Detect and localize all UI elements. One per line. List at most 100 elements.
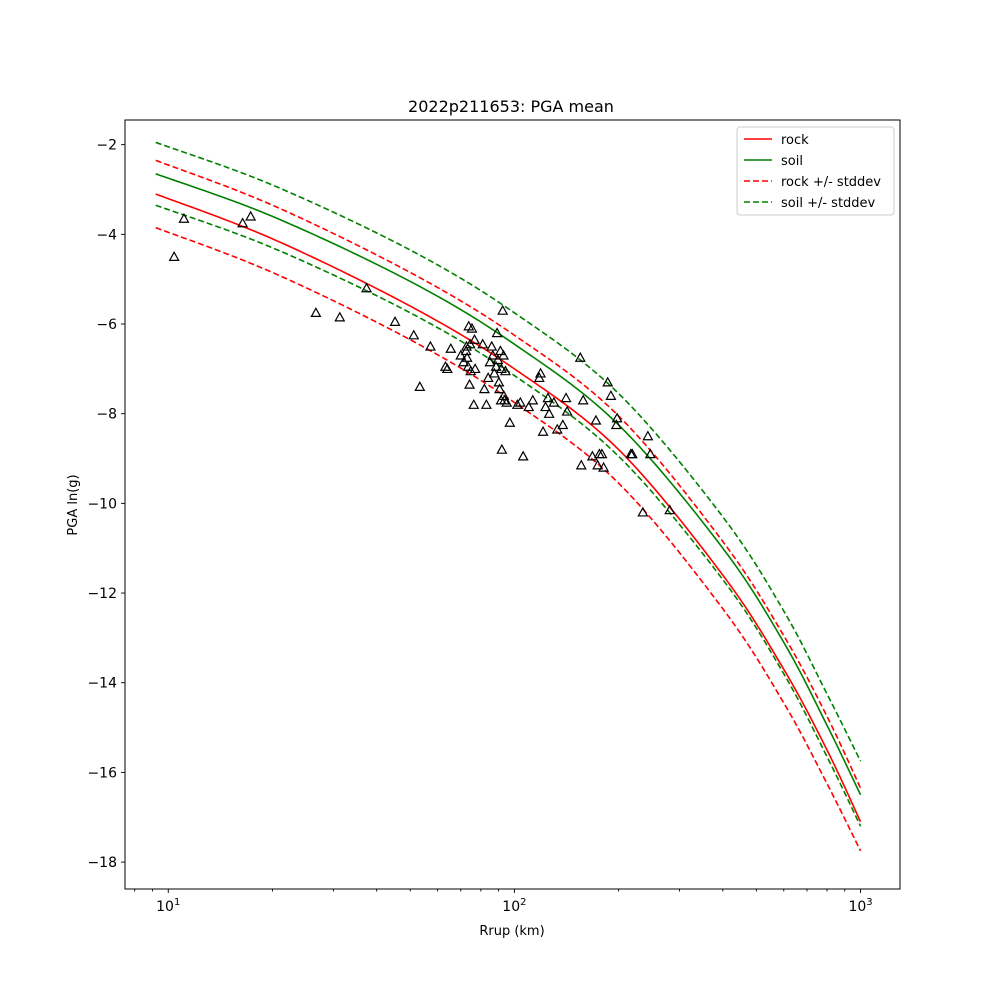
curve-rock-stddev	[155, 226, 862, 852]
observation-point	[237, 217, 249, 228]
observation-point	[498, 394, 510, 405]
observation-point	[605, 390, 617, 400]
observation-point	[598, 461, 610, 472]
observation-point	[469, 363, 481, 374]
observation-point	[561, 405, 573, 416]
observation-point	[496, 443, 508, 454]
curve-soil-stddev	[155, 204, 862, 827]
observation-point	[535, 367, 547, 378]
legend-box	[736, 126, 895, 216]
observation-point	[477, 338, 489, 349]
observation-point	[511, 398, 523, 409]
observation-point	[491, 327, 503, 338]
observation-point	[494, 383, 506, 394]
observation-point	[644, 448, 656, 459]
observation-point	[626, 448, 638, 459]
legend-label: soil	[781, 154, 803, 169]
legend-label: soil +/- stddev	[781, 196, 876, 211]
observation-point	[361, 282, 373, 293]
curve-soil-stddev	[155, 141, 862, 762]
legend: rock soil rock +/- stddev soil +/- stddev	[736, 126, 895, 216]
observation-point	[637, 506, 649, 517]
observation-point	[408, 329, 420, 340]
observation-point	[465, 365, 477, 376]
legend-label: rock +/- stddev	[781, 175, 881, 190]
observation-point	[586, 450, 598, 461]
y-tick-label: −8	[96, 407, 117, 423]
y-tick-label: −14	[87, 676, 117, 692]
observation-point	[468, 398, 480, 409]
observation-point	[469, 333, 481, 344]
plot-frame	[124, 119, 901, 890]
observation-point	[642, 430, 654, 441]
observation-point	[389, 316, 401, 326]
y-tick-label: −6	[96, 317, 117, 333]
observation-point	[575, 459, 587, 470]
y-tick-label: −4	[96, 227, 117, 243]
observation-point	[497, 349, 510, 360]
observation-point	[548, 396, 560, 407]
observation-point	[484, 356, 496, 367]
x-axis-label: Rrup (km)	[479, 924, 544, 939]
observation-point	[424, 340, 436, 351]
observation-point	[574, 351, 586, 362]
curve-rock	[155, 193, 862, 823]
x-axis: 101 102 103	[134, 889, 873, 915]
observation-point	[486, 340, 498, 351]
observation-point	[577, 394, 589, 405]
observation-point	[245, 210, 257, 221]
observation-point	[498, 390, 510, 400]
observation-point	[441, 363, 453, 374]
observation-point	[611, 412, 623, 423]
observation-point	[497, 304, 509, 315]
observation-point	[523, 401, 535, 412]
observation-point	[610, 419, 622, 430]
observation-point	[480, 398, 492, 409]
observation-point	[501, 396, 513, 407]
observation-point	[478, 383, 490, 394]
x-tick-label: 102	[502, 897, 526, 915]
observation-point	[490, 360, 502, 371]
observation-point	[560, 392, 572, 403]
observation-point	[334, 311, 346, 322]
y-tick-label: −10	[87, 496, 117, 512]
observation-point	[460, 340, 472, 351]
y-tick-label: −2	[96, 138, 117, 154]
observation-point	[504, 416, 516, 427]
observation-point	[596, 448, 608, 459]
observation-point	[540, 401, 552, 412]
y-tick-label: −16	[87, 765, 117, 781]
observation-point	[495, 363, 507, 374]
observation-point	[461, 351, 473, 362]
observation-point	[445, 342, 457, 353]
y-tick-label: −12	[87, 586, 117, 602]
x-tick-label: 101	[156, 897, 180, 915]
legend-label: rock	[781, 133, 809, 148]
y-axis: −2 −4 −6 −8 −10 −12 −14 −16 −18	[87, 138, 125, 871]
observation-point	[310, 307, 322, 318]
observation-point	[499, 365, 511, 376]
observation-point	[557, 419, 569, 430]
observation-point	[517, 450, 529, 461]
observation-point	[543, 407, 555, 418]
observation-point	[464, 378, 476, 389]
observation-point	[537, 425, 549, 436]
observation-point	[414, 381, 426, 391]
observation-point	[168, 251, 180, 261]
observation-point	[664, 504, 676, 515]
y-axis-label: PGA ln(g)	[66, 474, 81, 535]
observation-point	[514, 396, 526, 407]
x-tick-label: 103	[848, 897, 872, 915]
observation-point	[494, 345, 506, 356]
observation-point	[466, 322, 478, 333]
observation-point	[178, 212, 190, 223]
observation-point	[527, 394, 539, 405]
chart-title: 2022p211653: PGA mean	[408, 97, 614, 116]
observation-point	[542, 392, 554, 403]
observation-point	[590, 414, 602, 425]
observation-point	[592, 459, 604, 470]
observation-point	[602, 376, 614, 387]
y-tick-label: −18	[87, 855, 117, 871]
observation-layer	[168, 210, 676, 517]
